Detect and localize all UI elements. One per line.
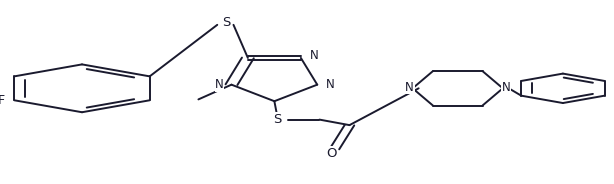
Text: N: N [309, 49, 319, 62]
Text: O: O [326, 147, 336, 160]
Text: F: F [0, 94, 5, 107]
Text: N: N [326, 78, 335, 91]
Text: S: S [273, 113, 282, 126]
Text: N: N [502, 81, 510, 94]
Text: S: S [222, 17, 230, 29]
Text: N: N [215, 78, 224, 91]
Text: N: N [405, 81, 414, 94]
